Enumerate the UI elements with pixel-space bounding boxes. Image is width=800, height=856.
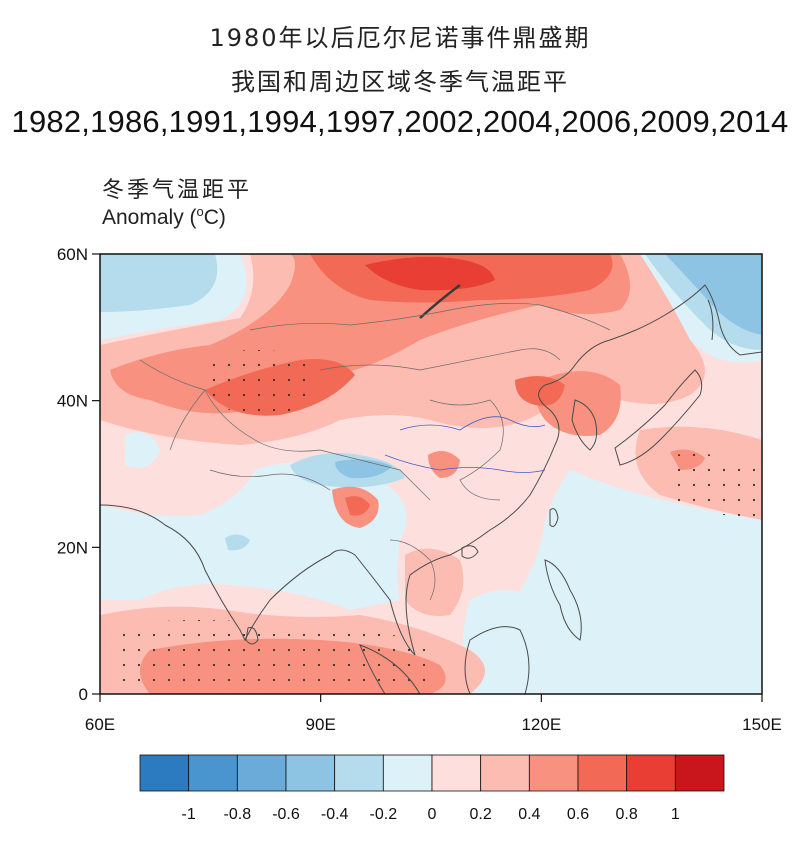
- colorbar-swatch: [577, 754, 628, 792]
- colorbar-tick-label: -0.6: [272, 806, 300, 823]
- field-cool-indochina: [100, 462, 407, 610]
- colorbar-swatch: [674, 754, 725, 792]
- rivers: [384, 416, 546, 473]
- colorbar-tick-label: -0.8: [224, 806, 252, 823]
- coast-korea: [571, 399, 598, 451]
- border-china-mongolia: [319, 348, 561, 371]
- border-russia-mongolia: [249, 303, 611, 331]
- coast-srilanka: [245, 627, 259, 645]
- coastlines: [100, 284, 762, 694]
- title-line-1: 1980年以后厄尔尼诺事件鼎盛期: [209, 24, 591, 52]
- coast-hainan: [461, 545, 479, 559]
- coast-japan: [614, 369, 703, 466]
- plot-frame: [99, 253, 763, 695]
- plot-label-suffix: C): [203, 206, 226, 229]
- lat-tick-label: 0: [79, 685, 88, 704]
- colorbar-swatch: [334, 754, 384, 792]
- lat-tick-label: 60N: [57, 245, 88, 264]
- plot-label-degree: o: [196, 204, 204, 219]
- border-china-west: [204, 389, 431, 501]
- lat-tick-label: 20N: [57, 538, 88, 557]
- lon-tick-label: 90E: [306, 715, 336, 734]
- field-cold-northwest: [100, 254, 218, 312]
- colorbar: -1 -0.8 -0.6 -0.4 -0.2 0 0.2 0.4 0.6 0.8 1: [139, 754, 725, 823]
- lon-tick-label: 120E: [521, 715, 561, 734]
- coast-borneo: [464, 626, 530, 694]
- border-india: [209, 469, 331, 491]
- colorbar-swatch: [382, 754, 433, 792]
- el-nino-years: 1982,1986,1991,1994,1997,2002,2004,2006,…: [11, 104, 789, 139]
- colorbar-tick-label: 1: [671, 806, 680, 823]
- colorbar-swatch: [188, 754, 238, 792]
- colorbar-swatch: [480, 754, 530, 792]
- colorbar-tick-label: -0.4: [321, 806, 349, 823]
- field-colder-tibet: [335, 459, 392, 479]
- field-warm-scs: [405, 548, 464, 616]
- lat-tick-label: 40N: [57, 392, 88, 411]
- river-yellow: [399, 416, 546, 431]
- border-china-provinces: [429, 399, 504, 501]
- colorbar-tick-label: -0.2: [370, 806, 398, 823]
- colorbar-swatch: [236, 754, 287, 792]
- field-hot-north-china: [515, 376, 565, 406]
- coast-sakhalin: [707, 299, 714, 341]
- field-cool-ocean-east: [511, 470, 762, 694]
- coast-taiwan: [549, 508, 559, 527]
- field-hottest-mongolia: [365, 256, 495, 291]
- lon-tick-label: 150E: [742, 715, 782, 734]
- plot-label-prefix: Anomaly (: [102, 206, 197, 229]
- border-indochina: [389, 539, 436, 601]
- borders: [139, 303, 611, 601]
- coast-mainland: [100, 284, 762, 656]
- river-yangtze: [384, 454, 546, 473]
- colorbar-tick-label: 0.2: [470, 806, 492, 823]
- plot-label-chinese: 冬季气温距平: [102, 178, 253, 203]
- coast-philippines: [544, 559, 582, 641]
- colorbar-tick-label: 0.6: [567, 806, 589, 823]
- field-cold-small: [225, 534, 250, 551]
- axes: 60N 40N 20N 0 60E 90E 120E 150E: [57, 245, 782, 734]
- border-central-asia: [139, 359, 206, 451]
- colorbar-swatch: [626, 754, 676, 792]
- lon-tick-label: 60E: [85, 715, 115, 734]
- coast-sumatra: [359, 644, 421, 694]
- anomaly-field: [100, 254, 762, 694]
- colorbar-swatch: [139, 754, 190, 792]
- colorbar-tick-label: 0: [428, 806, 437, 823]
- colorbar-tick-label: 0.8: [616, 806, 638, 823]
- stippling-indian-ocean: [110, 620, 438, 690]
- stippling-pacific: [670, 453, 755, 520]
- field-cool-small-west: [125, 432, 160, 468]
- field-warmer-sichuan: [428, 451, 460, 478]
- field-hot-myanmar: [345, 496, 370, 516]
- colorbar-tick-label: -1: [182, 806, 196, 823]
- plot-label-english: Anomaly (oC): [102, 204, 226, 230]
- colorbar-swatch: [528, 754, 579, 792]
- colorbar-tick-label: 0.4: [518, 806, 540, 823]
- title-line-2: 我国和周边区域冬季气温距平: [231, 68, 569, 96]
- field-colder-northeast: [665, 254, 762, 335]
- stippling-xinjiang: [206, 350, 310, 414]
- colorbar-swatch: [431, 754, 482, 792]
- colorbar-swatch: [285, 754, 336, 792]
